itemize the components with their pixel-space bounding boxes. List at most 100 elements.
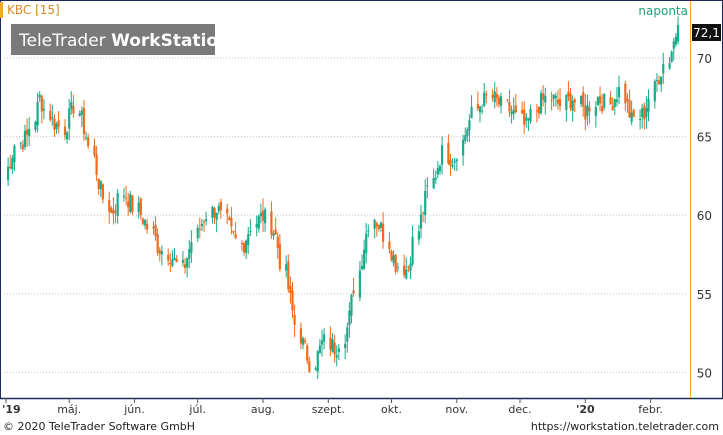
x-tick-label: okt. — [381, 403, 402, 416]
candle — [569, 87, 572, 112]
candle — [306, 343, 309, 365]
candle — [291, 282, 294, 319]
candle — [25, 118, 29, 147]
y-tick-label: 55 — [697, 288, 712, 302]
frequency-label[interactable]: naponta — [638, 4, 688, 18]
candle — [84, 131, 88, 141]
candle — [249, 219, 252, 237]
x-tick-label: '20 — [576, 403, 595, 416]
candle — [200, 218, 204, 232]
candle — [598, 86, 602, 112]
y-tick-label: 65 — [697, 131, 712, 145]
candle — [276, 232, 279, 259]
candle — [101, 183, 105, 204]
candle — [116, 189, 119, 224]
candle — [377, 224, 380, 232]
candle — [556, 90, 560, 110]
candle — [331, 333, 334, 353]
candle — [112, 197, 115, 225]
candle — [527, 117, 530, 132]
candle — [287, 254, 290, 293]
candle — [171, 250, 174, 268]
candle — [13, 144, 16, 172]
candle — [674, 32, 677, 48]
candle — [609, 90, 612, 105]
candles — [7, 16, 680, 380]
candle — [122, 187, 126, 202]
candle — [333, 334, 336, 363]
candle — [554, 92, 557, 107]
candle — [285, 255, 288, 278]
x-tick-label: júl. — [188, 403, 206, 416]
candle — [21, 140, 24, 153]
candle — [638, 109, 642, 130]
candle — [480, 104, 484, 115]
candle — [645, 96, 648, 129]
candle — [299, 322, 303, 350]
candle — [542, 85, 545, 107]
candle — [146, 218, 149, 234]
candle — [42, 98, 46, 120]
y-tick-label: 50 — [697, 366, 712, 380]
candle — [141, 217, 145, 226]
x-tick-label: szept. — [312, 403, 345, 416]
candle — [232, 230, 235, 235]
candle — [228, 215, 231, 221]
candle — [451, 158, 454, 169]
candle — [335, 345, 338, 367]
candle — [514, 93, 517, 114]
candle — [558, 88, 562, 112]
candle — [186, 257, 189, 278]
plot-frame — [0, 0, 723, 399]
candle — [672, 38, 675, 61]
candle — [99, 180, 102, 198]
candle — [124, 185, 128, 206]
candle — [596, 96, 600, 106]
logo-text-light: TeleTrader — [18, 31, 111, 51]
candle — [36, 92, 39, 133]
candle — [495, 87, 498, 107]
y-axis-ticks: 50 55 60 65 70 — [697, 52, 712, 380]
candle — [127, 192, 130, 217]
candle — [49, 103, 52, 122]
candle — [93, 138, 96, 158]
candle — [255, 215, 258, 237]
candle — [624, 80, 627, 111]
candle — [318, 339, 321, 354]
candle — [611, 97, 614, 111]
candle — [485, 90, 488, 104]
candle — [603, 93, 606, 111]
candle — [38, 91, 41, 102]
candle — [183, 258, 187, 274]
candle — [175, 255, 178, 263]
candle — [647, 89, 650, 122]
candle — [381, 212, 385, 249]
candle — [552, 94, 555, 107]
candle — [462, 134, 465, 166]
candle — [68, 99, 71, 141]
candle — [419, 204, 423, 239]
candle — [670, 50, 673, 63]
candle — [453, 157, 456, 171]
candle — [512, 97, 515, 120]
candle — [352, 278, 355, 297]
candle — [80, 106, 83, 128]
x-tick-label: aug. — [251, 403, 275, 416]
candle — [525, 113, 528, 128]
candle — [72, 94, 75, 118]
candle — [586, 94, 589, 126]
candle — [196, 224, 199, 242]
source-url[interactable]: https://workstation.teletrader.com — [531, 420, 719, 433]
candle — [491, 88, 494, 102]
candle — [257, 214, 260, 233]
candle — [129, 190, 132, 214]
candle — [270, 201, 273, 240]
candle — [653, 79, 656, 109]
candle — [379, 221, 383, 232]
candle — [82, 100, 86, 141]
candle — [426, 177, 429, 199]
candle — [314, 366, 317, 371]
candle — [573, 97, 576, 112]
candle — [181, 250, 185, 267]
